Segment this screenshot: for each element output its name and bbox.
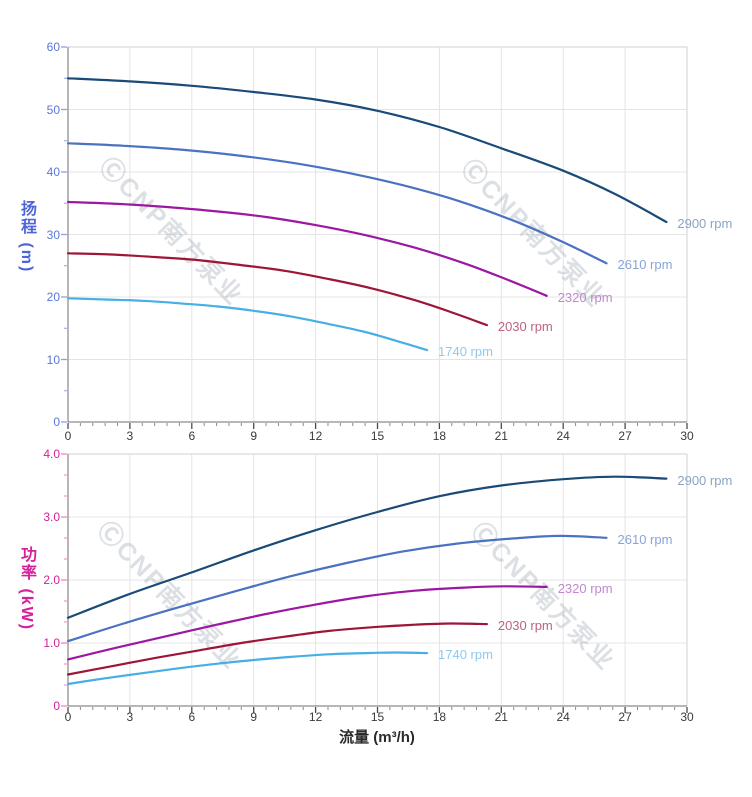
curve-2320-rpm <box>66 585 548 661</box>
flow-axis-title: 流量 (m³/h) <box>339 729 415 746</box>
curve-1740-rpm <box>66 651 429 686</box>
curve-2900-rpm <box>66 77 668 224</box>
curve-2610-rpm <box>66 534 608 643</box>
power-axis-title: 功率 (kW) <box>18 546 35 632</box>
head-axis-title: 扬程 (m) <box>18 200 35 274</box>
curve-2030-rpm <box>66 252 488 327</box>
curve-1740-rpm <box>66 297 429 352</box>
curve-2320-rpm <box>66 200 548 297</box>
curve-2900-rpm <box>66 475 668 619</box>
curve-2610-rpm <box>66 142 608 265</box>
curve-2030-rpm <box>66 622 488 676</box>
